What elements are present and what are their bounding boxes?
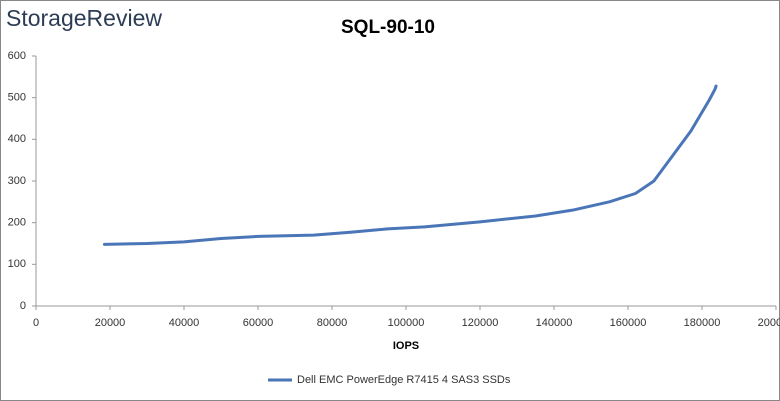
y-tick-label: 100 [8, 258, 26, 270]
chart-title: SQL-90-10 [341, 17, 435, 38]
legend-label: Dell EMC PowerEdge R7415 4 SAS3 SSDs [297, 374, 511, 386]
x-tick-label: 20000 [95, 317, 126, 329]
x-tick-label: 100000 [388, 317, 425, 329]
y-tick-label: 0 [20, 300, 26, 312]
y-tick-label: 600 [8, 50, 26, 62]
y-tick-label: 500 [8, 92, 26, 104]
x-tick-label: 140000 [536, 317, 573, 329]
x-tick-label: 40000 [169, 317, 200, 329]
x-tick-label: 160000 [610, 317, 647, 329]
x-tick-label: 180000 [684, 317, 721, 329]
y-tick-label: 200 [8, 217, 26, 229]
x-tick-label: 80000 [317, 317, 348, 329]
x-tick-label: 120000 [462, 317, 499, 329]
y-tick-label: 400 [8, 133, 26, 145]
x-tick-label: 200000 [758, 317, 780, 329]
series-line [102, 84, 718, 246]
logo: StorageReview [6, 5, 162, 31]
y-tick-label: 300 [8, 175, 26, 187]
x-tick-label: 60000 [243, 317, 274, 329]
x-tick-label: 0 [33, 317, 39, 329]
x-axis-label: IOPS [393, 340, 419, 352]
